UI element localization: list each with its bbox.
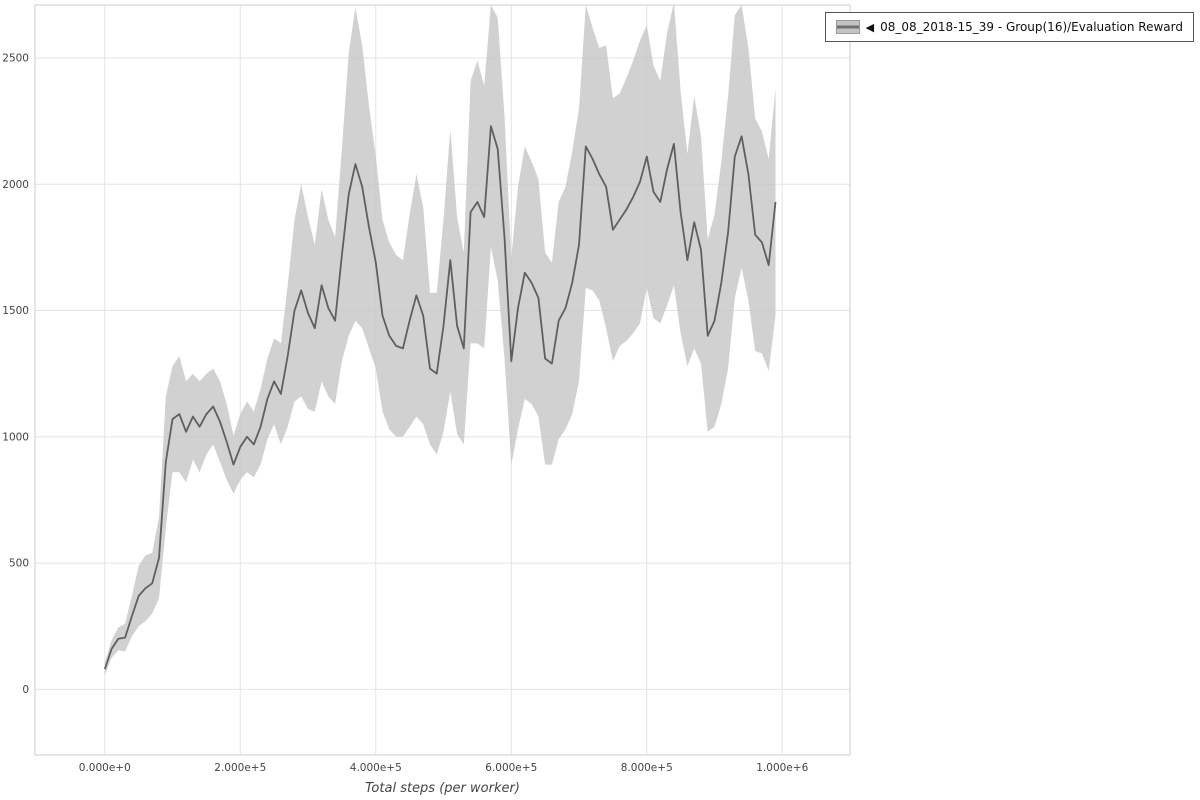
mean-line	[103, 125, 777, 670]
x-axis-title: Total steps (per worker)	[365, 781, 520, 796]
y-tick-label: 2500	[2, 53, 29, 65]
x-tick-label: 6.000e+5	[485, 762, 537, 774]
y-tick-label: 0	[22, 684, 29, 696]
plot-border	[34, 4, 851, 756]
legend-item[interactable]: ◀ 08_08_2018-15_39 - Group(16)/Evaluatio…	[835, 20, 1183, 34]
chart-panel: 0.000e+0 2.000e+5 4.000e+5 6.000e+5 8.000e+5…	[0, 0, 860, 800]
confidence-band	[104, 5, 776, 676]
legend-collapse-icon[interactable]: ◀	[865, 20, 875, 34]
x-tick-label: 2.000e+5	[214, 762, 266, 774]
y-tick-label: 2000	[2, 179, 29, 191]
legend: ◀ 08_08_2018-15_39 - Group(16)/Evaluatio…	[824, 12, 1194, 42]
y-tick-label: 1500	[2, 305, 29, 317]
y-tick-label: 500	[9, 558, 29, 570]
x-tick-label: 8.000e+5	[621, 762, 673, 774]
y-tick-label: 1000	[2, 431, 29, 443]
series-swatch-icon	[835, 20, 860, 34]
x-tick-label: 0.000e+0	[79, 762, 131, 774]
x-tick-labels: 0.000e+0 2.000e+5 4.000e+5 6.000e+5 8.000e+5…	[79, 762, 809, 774]
x-tick-label: 1.000e+6	[756, 762, 808, 774]
legend-series-label: 08_08_2018-15_39 - Group(16)/Evaluation …	[880, 20, 1183, 34]
x-tick-label: 4.000e+5	[350, 762, 402, 774]
y-tick-labels: 0 500 1000 1500 2000 2500	[2, 53, 29, 696]
evaluation-reward-chart[interactable]: 0.000e+0 2.000e+5 4.000e+5 6.000e+5 8.000e+5…	[0, 0, 860, 800]
